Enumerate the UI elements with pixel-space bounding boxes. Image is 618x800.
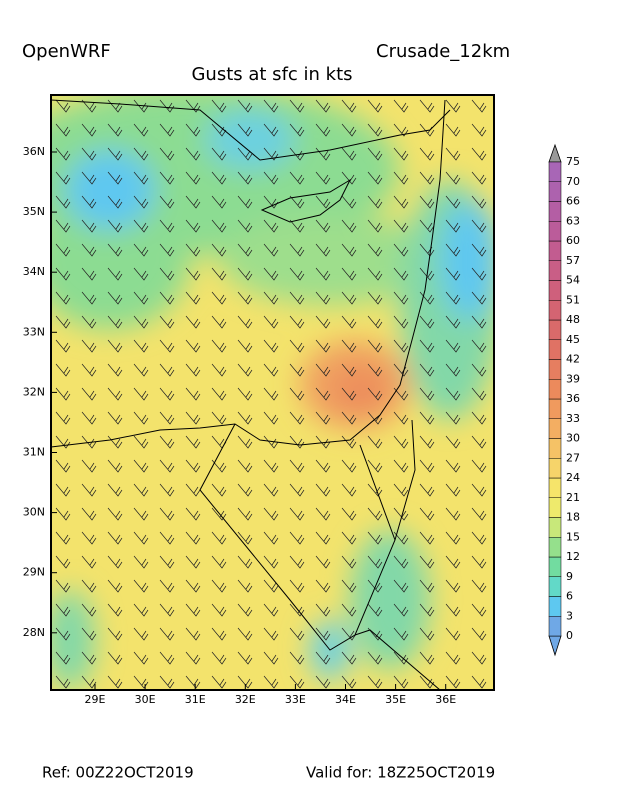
lat-label: 30N [23, 506, 45, 519]
map-field [51, 95, 494, 690]
lat-label: 33N [23, 325, 45, 338]
lon-label: 34E [335, 693, 356, 706]
colorbar-label: 45 [566, 333, 580, 346]
colorbar-label: 21 [566, 491, 580, 504]
colorbar-segment [548, 418, 562, 439]
colorbar-label: 6 [566, 590, 573, 603]
colorbar-label: 0 [566, 629, 573, 642]
colorbar-segment [548, 181, 562, 202]
colorbar-label: 30 [566, 432, 580, 445]
colorbar-label: 24 [566, 471, 580, 484]
colorbar-segment [548, 221, 562, 242]
colorbar-segment [548, 556, 562, 577]
lon-label: 35E [385, 693, 406, 706]
colorbar-segment [548, 240, 562, 261]
colorbar-bottom [548, 635, 562, 657]
colorbar-segment [548, 537, 562, 558]
colorbar-label: 18 [566, 511, 580, 524]
lat-label: 35N [23, 205, 45, 218]
colorbar-segment [548, 616, 562, 637]
colorbar-segment [548, 517, 562, 538]
colorbar-label: 60 [566, 234, 580, 247]
colorbar-segment [548, 438, 562, 459]
colorbar-label: 66 [566, 195, 580, 208]
lon-label: 31E [185, 693, 206, 706]
lon-label: 32E [235, 693, 256, 706]
colorbar-segment [548, 300, 562, 321]
lon-label: 29E [85, 693, 106, 706]
lat-label: 34N [23, 265, 45, 278]
colorbar-label: 54 [566, 274, 580, 287]
colorbar-label: 48 [566, 313, 580, 326]
lat-label: 28N [23, 626, 45, 639]
colorbar-segment [548, 497, 562, 518]
colorbar-label: 33 [566, 412, 580, 425]
lat-label: 32N [23, 385, 45, 398]
colorbar-label: 27 [566, 451, 580, 464]
colorbar-top [548, 143, 562, 163]
colorbar-segment [548, 379, 562, 400]
colorbar-segment [548, 359, 562, 380]
colorbar-segment [548, 339, 562, 360]
colorbar-label: 75 [566, 155, 580, 168]
colorbar-label: 70 [566, 175, 580, 188]
footer-ref: Ref: 00Z22OCT2019 [42, 764, 194, 782]
header-right: Crusade_12km [376, 41, 510, 62]
colorbar-segment [548, 260, 562, 281]
colorbar-label: 9 [566, 570, 573, 583]
lon-label: 36E [435, 693, 456, 706]
colorbar-segment [548, 319, 562, 340]
colorbar-segment [548, 398, 562, 419]
colorbar-label: 36 [566, 392, 580, 405]
colorbar-label: 3 [566, 609, 573, 622]
lat-label: 31N [23, 446, 45, 459]
map-title: Gusts at sfc in kts [191, 64, 352, 85]
header-left: OpenWRF [22, 41, 111, 62]
lon-label: 33E [285, 693, 306, 706]
colorbar-label: 51 [566, 293, 580, 306]
lat-label: 36N [23, 145, 45, 158]
lon-label: 30E [135, 693, 156, 706]
lat-label: 29N [23, 566, 45, 579]
colorbar-label: 42 [566, 353, 580, 366]
colorbar-segment [548, 458, 562, 479]
footer-valid: Valid for: 18Z25OCT2019 [306, 764, 495, 782]
colorbar-segment [548, 161, 562, 182]
colorbar-label: 12 [566, 550, 580, 563]
colorbar-label: 39 [566, 372, 580, 385]
colorbar-segment [548, 576, 562, 597]
colorbar-segment [548, 280, 562, 301]
colorbar-segment [548, 477, 562, 498]
colorbar-label: 63 [566, 214, 580, 227]
colorbar-label: 57 [566, 254, 580, 267]
colorbar-label: 15 [566, 530, 580, 543]
colorbar-segment [548, 201, 562, 222]
colorbar-segment [548, 596, 562, 617]
